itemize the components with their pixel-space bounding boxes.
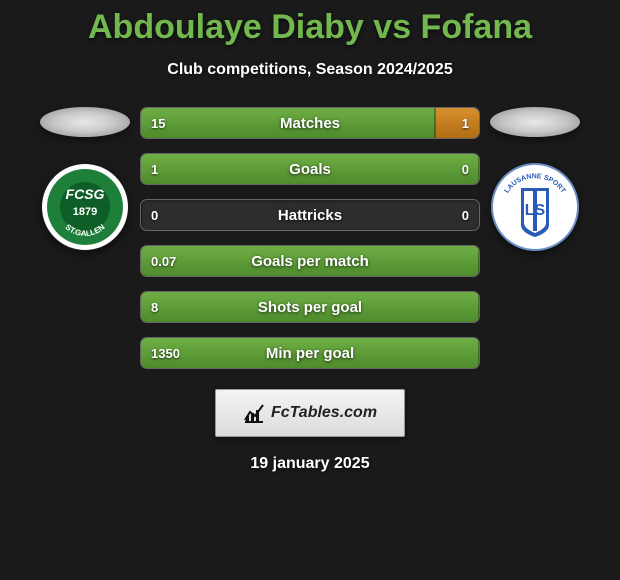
svg-text:1879: 1879 [73, 206, 97, 218]
player-silhouette-right [490, 107, 580, 137]
stat-fill-left [141, 292, 479, 322]
page-title: Abdoulaye Diaby vs Fofana [88, 8, 532, 47]
date-label: 19 january 2025 [250, 455, 369, 473]
right-team-badge: LAUSANNE SPORTLS [491, 163, 579, 251]
stat-fill-left [141, 154, 479, 184]
right-player-side: LAUSANNE SPORTLS [480, 107, 590, 251]
stat-fill-left [141, 108, 435, 138]
stat-row: Matches151 [140, 107, 480, 139]
stat-label: Hattricks [141, 200, 479, 230]
player-silhouette-left [40, 107, 130, 137]
stat-fill-left [141, 246, 479, 276]
subtitle: Club competitions, Season 2024/2025 [167, 61, 452, 79]
left-player-side: FCSG1879ST.GALLEN [30, 107, 140, 251]
stat-row: Goals10 [140, 153, 480, 185]
stat-value-left: 0 [151, 200, 158, 230]
stat-row: Shots per goal8 [140, 291, 480, 323]
stat-value-right: 0 [462, 200, 469, 230]
stat-row: Hattricks0 0 [140, 199, 480, 231]
stat-fill-right [435, 108, 479, 138]
stat-fill-left [141, 200, 142, 230]
chart-icon [243, 402, 265, 424]
svg-text:LS: LS [525, 202, 546, 219]
brand-banner: FcTables.com [215, 389, 405, 437]
stat-row: Min per goal1350 [140, 337, 480, 369]
brand-label: FcTables.com [271, 404, 377, 422]
left-team-badge: FCSG1879ST.GALLEN [41, 163, 129, 251]
comparison-panel: FCSG1879ST.GALLEN Matches151Goals10Hattr… [0, 107, 620, 369]
svg-text:FCSG: FCSG [66, 186, 105, 202]
stat-fill-left [141, 338, 479, 368]
stat-bars: Matches151 Goals10 Hattricks0 0 Goals per ma… [140, 107, 480, 369]
stat-row: Goals per match0.07 [140, 245, 480, 277]
